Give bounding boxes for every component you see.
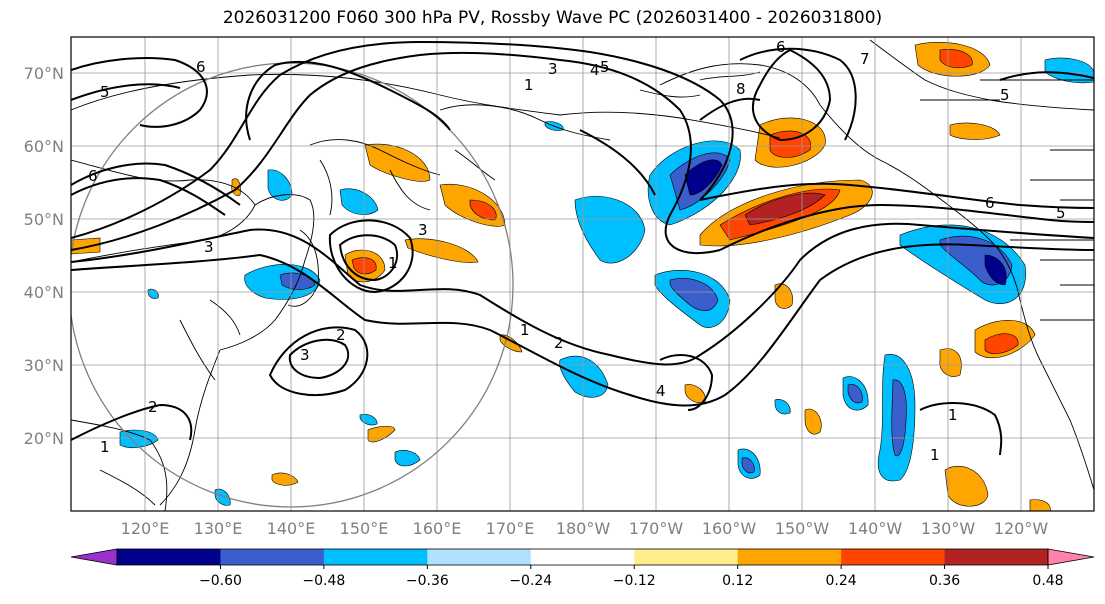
- contour-label: 5: [1056, 204, 1066, 222]
- contour-label: 7: [860, 50, 870, 68]
- contour-label: 3: [204, 238, 214, 256]
- colorbar-segment: [841, 549, 946, 565]
- contour-label: 1: [520, 321, 530, 339]
- map-title: 2026031200 F060 300 hPa PV, Rossby Wave …: [222, 8, 883, 28]
- lon-label: 120°E: [121, 519, 170, 538]
- contour-label: 1: [524, 76, 534, 94]
- colorbar-tick-label: −0.24: [509, 573, 552, 589]
- contour-label: 1: [948, 406, 958, 424]
- colorbar-segment: [634, 549, 739, 565]
- contour-label: 2: [336, 326, 346, 344]
- colorbar-outline: [116, 548, 1049, 566]
- colorbar-tick-label: −0.60: [199, 573, 242, 589]
- contour-label: 3: [548, 60, 558, 78]
- contour-labels: 6 5 3 5 1 6 8 7 6 6 5 4 5 3 3 1 2 2 3 1 …: [88, 38, 1066, 464]
- colorbar-tick-label: 0.24: [826, 573, 857, 589]
- contour-label: 2: [554, 334, 564, 352]
- lat-label: 20°N: [24, 429, 64, 448]
- longitude-labels: 120°E 130°E 140°E 150°E 160°E 170°E 180°…: [121, 519, 1049, 538]
- colorbar-segment: [944, 549, 1049, 565]
- contour-label: 6: [88, 167, 98, 185]
- lon-label: 130°E: [194, 519, 243, 538]
- contour-label: 2: [148, 398, 158, 416]
- contour-label: 1: [100, 438, 110, 456]
- lat-label: 30°N: [24, 356, 64, 375]
- latitude-labels: 20°N 30°N 40°N 50°N 60°N 70°N: [24, 64, 64, 448]
- contour-label: 1: [930, 446, 940, 464]
- map-background: [71, 37, 1094, 511]
- contour-label: 3: [418, 221, 428, 239]
- colorbar-tick-label: 0.12: [722, 573, 753, 589]
- contour-label: 5: [1000, 86, 1010, 104]
- lon-label: 180°W: [556, 519, 611, 538]
- lon-label: 140°W: [848, 519, 903, 538]
- lon-label: 150°W: [775, 519, 830, 538]
- contour-label: 6: [196, 58, 206, 76]
- colorbar-tick-label: −0.48: [302, 573, 345, 589]
- contour-label: 3: [300, 346, 310, 364]
- colorbar-tick-label: −0.36: [406, 573, 449, 589]
- map-frame: [70, 36, 1095, 512]
- colorbar-extend-high: [1047, 548, 1095, 566]
- colorbar-segment: [427, 549, 532, 565]
- colorbar-segment: [737, 549, 842, 565]
- colorbar-extend-low: [70, 548, 118, 566]
- lon-label: 170°E: [486, 519, 535, 538]
- colorbar-segment: [117, 549, 221, 565]
- lon-label: 170°W: [629, 519, 684, 538]
- colorbar-ticks: −0.60 −0.48 −0.36 −0.24 −0.12 0.12 0.24 0.36 0.4…: [199, 565, 1064, 589]
- lon-label: 130°W: [921, 519, 976, 538]
- contour-label: 5: [100, 83, 110, 101]
- contour-label: 6: [776, 38, 786, 56]
- contour-label: 5: [600, 58, 610, 76]
- lon-label: 150°E: [340, 519, 389, 538]
- negative-anomaly-fills: [119, 57, 1094, 506]
- lat-label: 40°N: [24, 283, 64, 302]
- colorbar-segment: [530, 549, 635, 565]
- colorbar-tick-label: 0.36: [929, 573, 960, 589]
- pv-contours: [71, 40, 1094, 456]
- contour-label: 8: [736, 80, 746, 98]
- colorbar-tick-label: −0.12: [613, 573, 656, 589]
- lon-label: 160°E: [413, 519, 462, 538]
- lon-label: 160°W: [702, 519, 757, 538]
- lon-label: 140°E: [267, 519, 316, 538]
- colorbar: [70, 548, 1095, 566]
- contour-label: 4: [590, 61, 600, 79]
- colorbar-segment: [220, 549, 325, 565]
- lon-label: 120°W: [994, 519, 1049, 538]
- colorbar-tick-label: 0.48: [1032, 573, 1063, 589]
- map-content: [71, 37, 1094, 511]
- contour-label: 6: [985, 194, 995, 212]
- contour-label: 1: [388, 254, 398, 272]
- contour-label: 4: [656, 382, 666, 400]
- lat-label: 70°N: [24, 64, 64, 83]
- colorbar-segment: [323, 549, 428, 565]
- positive-anomaly-fills: [71, 42, 1051, 511]
- lat-label: 50°N: [24, 210, 64, 229]
- lat-label: 60°N: [24, 137, 64, 156]
